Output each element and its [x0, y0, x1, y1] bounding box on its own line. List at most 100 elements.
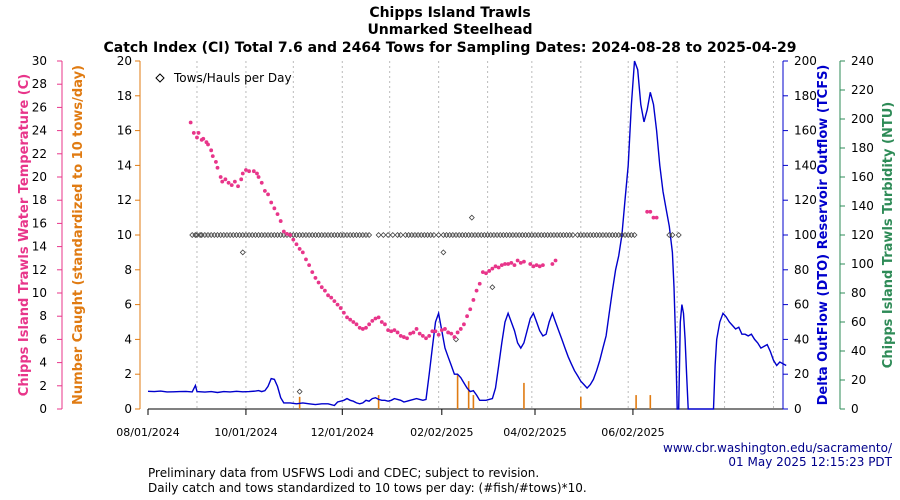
tows-point	[359, 232, 366, 238]
temperature-point	[373, 316, 378, 321]
temperature-point	[223, 177, 228, 182]
temperature-tick-label: 16	[32, 216, 47, 230]
tows-point	[435, 232, 442, 238]
tows-point	[249, 232, 256, 238]
tows-point	[402, 232, 409, 238]
temperature-point	[417, 331, 422, 336]
tows-point	[220, 232, 227, 238]
temperature-point	[471, 298, 476, 302]
tows-point	[535, 232, 542, 238]
tows-point	[468, 214, 475, 221]
tows-point	[189, 232, 196, 238]
tows-point	[424, 232, 431, 238]
temperature-point	[436, 332, 441, 337]
tows-point	[315, 232, 322, 238]
tows-point	[574, 232, 581, 238]
tows-point	[205, 232, 211, 238]
tows-point	[312, 232, 319, 238]
temperature-point	[269, 200, 274, 205]
temperature-point	[654, 215, 659, 220]
tows-point	[344, 232, 350, 238]
tows-point	[446, 232, 453, 238]
catch-tick-label: 16	[117, 124, 132, 138]
tows-point	[363, 232, 369, 238]
tows-point	[397, 232, 404, 238]
temperature-point	[370, 318, 375, 323]
temperature-tick-label: 2	[39, 379, 47, 393]
temperature-tick-label: 8	[39, 309, 47, 323]
temperature-tick-label: 26	[32, 100, 47, 114]
tows-point	[306, 232, 313, 238]
tows-point	[217, 232, 224, 238]
catch-axis-label: Number Caught (standardized to 10 tows/d…	[71, 65, 86, 405]
turbidity-axis-label: Chipps Island Trawls Turbidity (NTU)	[881, 102, 896, 368]
tows-point	[389, 232, 396, 238]
temperature-point	[229, 183, 234, 188]
temperature-point	[266, 192, 270, 197]
source-url[interactable]: www.cbr.washington.edu/sacramento/	[663, 441, 892, 455]
tows-point	[380, 232, 387, 238]
temperature-point	[247, 169, 251, 174]
temperature-tick-label: 24	[32, 124, 47, 138]
tows-point	[408, 232, 415, 238]
flow-tick-label: 80	[794, 263, 809, 277]
temperature-point	[408, 331, 413, 336]
x-tick-label: 04/02/2025	[503, 426, 566, 439]
temperature-point	[307, 263, 312, 268]
tows-point	[453, 232, 459, 238]
legend-label: Tows/Hauls per Day	[173, 71, 292, 85]
temperature-point	[278, 219, 283, 223]
tows-point	[516, 232, 523, 238]
tows-point	[487, 232, 494, 238]
temperature-point	[528, 262, 533, 266]
temperature-point	[401, 335, 406, 339]
temperature-point	[414, 327, 419, 331]
temperature-point	[534, 263, 539, 268]
temperature-point	[383, 322, 387, 327]
temperature-point	[281, 229, 286, 234]
temperature-point	[364, 325, 368, 330]
tows-point	[456, 232, 463, 238]
tows-point	[557, 232, 564, 238]
tows-point	[522, 232, 529, 238]
flow-tick-label: 100	[794, 228, 817, 242]
temperature-point	[239, 177, 244, 182]
temperature-point	[357, 325, 362, 330]
temperature-point	[439, 328, 444, 333]
catch-index-line: Catch Index (CI) Total 7.6 and 2464 Tows…	[103, 40, 797, 56]
temperature-point	[537, 264, 542, 269]
temperature-point	[458, 327, 463, 331]
tows-point	[415, 232, 422, 238]
temperature-point	[326, 293, 330, 298]
temperature-point	[319, 285, 324, 290]
tows-point	[296, 388, 303, 395]
temperature-point	[188, 120, 193, 125]
tows-point	[201, 232, 208, 238]
tows-point	[497, 232, 504, 238]
tows-point	[302, 232, 309, 238]
temperature-point	[351, 320, 356, 324]
temperature-point	[493, 264, 498, 269]
tows-point	[563, 232, 570, 238]
temperature-point	[541, 263, 545, 268]
temperature-point	[226, 180, 231, 185]
tows-point	[430, 232, 437, 238]
temperature-point	[244, 168, 248, 172]
temperature-point	[379, 320, 384, 324]
temperature-point	[512, 263, 517, 268]
tows-point	[277, 232, 284, 238]
catch-tick-label: 12	[117, 193, 132, 207]
flow-tick-label: 60	[794, 298, 809, 312]
tows-point	[584, 232, 591, 238]
tows-point	[258, 232, 265, 238]
temperature-point	[474, 288, 479, 293]
tows-point	[596, 232, 603, 238]
tows-point	[375, 232, 382, 238]
tows-point	[443, 232, 450, 238]
temperature-point	[433, 329, 438, 334]
tows-point	[472, 232, 478, 238]
tows-point	[192, 232, 199, 238]
temperature-point	[215, 165, 220, 170]
tows-point	[211, 232, 218, 238]
